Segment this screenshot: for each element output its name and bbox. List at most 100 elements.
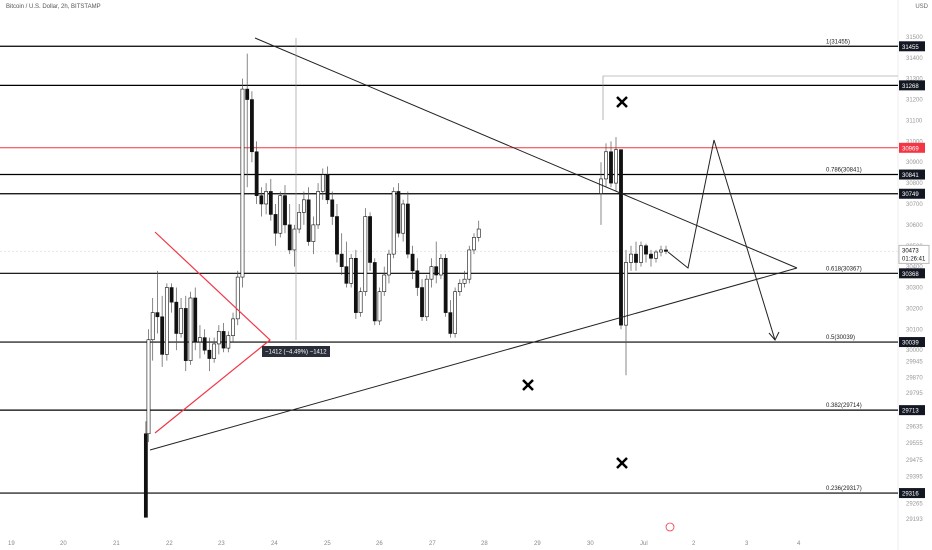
- y-tick-label: 30600: [906, 223, 923, 229]
- candle-body: [287, 224, 292, 251]
- candle-body: [624, 262, 628, 326]
- candle-body: [188, 297, 193, 361]
- y-tick-label: 31300: [906, 77, 923, 83]
- x-mark: [616, 96, 628, 108]
- level-badge-text: 30841: [902, 173, 919, 179]
- y-tick-label: 29945: [906, 360, 923, 366]
- x-tick-label: 29: [534, 541, 541, 547]
- candle-body: [143, 433, 148, 518]
- candle-body: [439, 257, 443, 276]
- candle-body: [306, 199, 311, 242]
- candle-body: [344, 266, 349, 284]
- candle-body: [264, 191, 269, 205]
- candle-body: [179, 308, 183, 334]
- candle-body: [254, 151, 259, 196]
- projection-path: [667, 139, 776, 341]
- fib-label: 1(31455): [826, 39, 850, 45]
- y-tick-label: 31000: [906, 139, 923, 145]
- level-badge: [899, 169, 925, 180]
- fib-label: 0.5(30039): [826, 335, 855, 341]
- candle-body: [235, 276, 240, 320]
- level-badge: [899, 405, 925, 416]
- projection-arrowhead: [768, 331, 780, 341]
- candle-body: [183, 308, 188, 361]
- candle-body: [634, 253, 638, 263]
- candle-body: [174, 301, 179, 334]
- candle-body: [664, 249, 668, 252]
- candle-body: [353, 257, 358, 313]
- candle-body: [335, 216, 339, 255]
- level-badge-text: 30368: [902, 272, 919, 278]
- candle-body: [614, 149, 618, 184]
- candle-body: [297, 212, 302, 230]
- level-badge-text: 31268: [902, 84, 919, 90]
- x-tick-label: 24: [271, 541, 278, 547]
- candle-body: [193, 297, 198, 343]
- candle-body: [212, 343, 217, 359]
- candle-body: [259, 195, 264, 205]
- candle-body: [377, 291, 382, 322]
- x-tick-label: 19: [8, 541, 15, 547]
- x-mark: [616, 457, 628, 469]
- candle-body: [472, 237, 476, 251]
- candle-body: [292, 228, 297, 251]
- candle-body: [150, 312, 155, 341]
- currency-label: USD: [915, 4, 928, 10]
- candle-body: [240, 88, 245, 278]
- candle-body: [268, 191, 273, 215]
- fib-label: 0.236(29317): [826, 486, 862, 492]
- fib-label: 0.382(29714): [826, 403, 862, 409]
- candle-body: [396, 191, 401, 234]
- candle-body: [382, 274, 387, 293]
- candle-body: [448, 312, 453, 334]
- candle-body: [424, 278, 429, 318]
- x-tick-label: 23: [218, 541, 225, 547]
- candle-body: [654, 251, 658, 259]
- candle-body: [604, 151, 608, 180]
- candle-body: [387, 253, 391, 276]
- candle-body: [462, 278, 467, 284]
- candle-body: [599, 178, 603, 194]
- candle-body: [467, 249, 472, 280]
- candle-body: [453, 291, 458, 334]
- candle-body: [410, 253, 415, 272]
- level-badge-text: 30039: [902, 341, 919, 347]
- y-tick-label: 29795: [906, 391, 923, 397]
- candle-body: [415, 270, 420, 288]
- level-badge: [899, 80, 925, 91]
- measure-text: −1412 (−4.49%) −1412: [265, 350, 327, 356]
- candle-body: [160, 316, 165, 355]
- candle-body: [405, 203, 410, 255]
- candle-body: [476, 228, 481, 238]
- level-badge: [899, 488, 925, 499]
- level-badge-text: 29316: [902, 492, 919, 498]
- candle-body: [278, 195, 283, 234]
- y-tick-label: 31500: [906, 35, 923, 41]
- level-badge: [899, 337, 925, 348]
- y-tick-label: 30400: [906, 265, 923, 271]
- fib-label: 0.786(30841): [826, 168, 862, 174]
- candle-body: [339, 253, 344, 267]
- candle-body: [316, 191, 320, 226]
- level-badge: [899, 268, 925, 279]
- candle-body: [146, 339, 151, 435]
- candle-body: [368, 216, 372, 263]
- candle-body: [325, 174, 330, 201]
- x-tick-label: 20: [60, 541, 67, 547]
- candle-body: [659, 249, 663, 253]
- y-tick-label: 30800: [906, 181, 923, 187]
- x-tick-label: 2: [692, 541, 696, 547]
- event-icon: [665, 522, 675, 532]
- y-tick-label: 29635: [906, 424, 923, 430]
- x-tick-label: 26: [376, 541, 383, 547]
- candle-body: [273, 214, 278, 234]
- candle-body: [349, 257, 354, 284]
- candle-body: [320, 174, 325, 192]
- level-badge: [899, 188, 925, 199]
- candle-body: [221, 331, 226, 349]
- candle-body: [283, 195, 287, 226]
- x-mark: [522, 379, 534, 391]
- level-badge-text: 30749: [902, 192, 919, 198]
- x-tick-label: 25: [324, 541, 331, 547]
